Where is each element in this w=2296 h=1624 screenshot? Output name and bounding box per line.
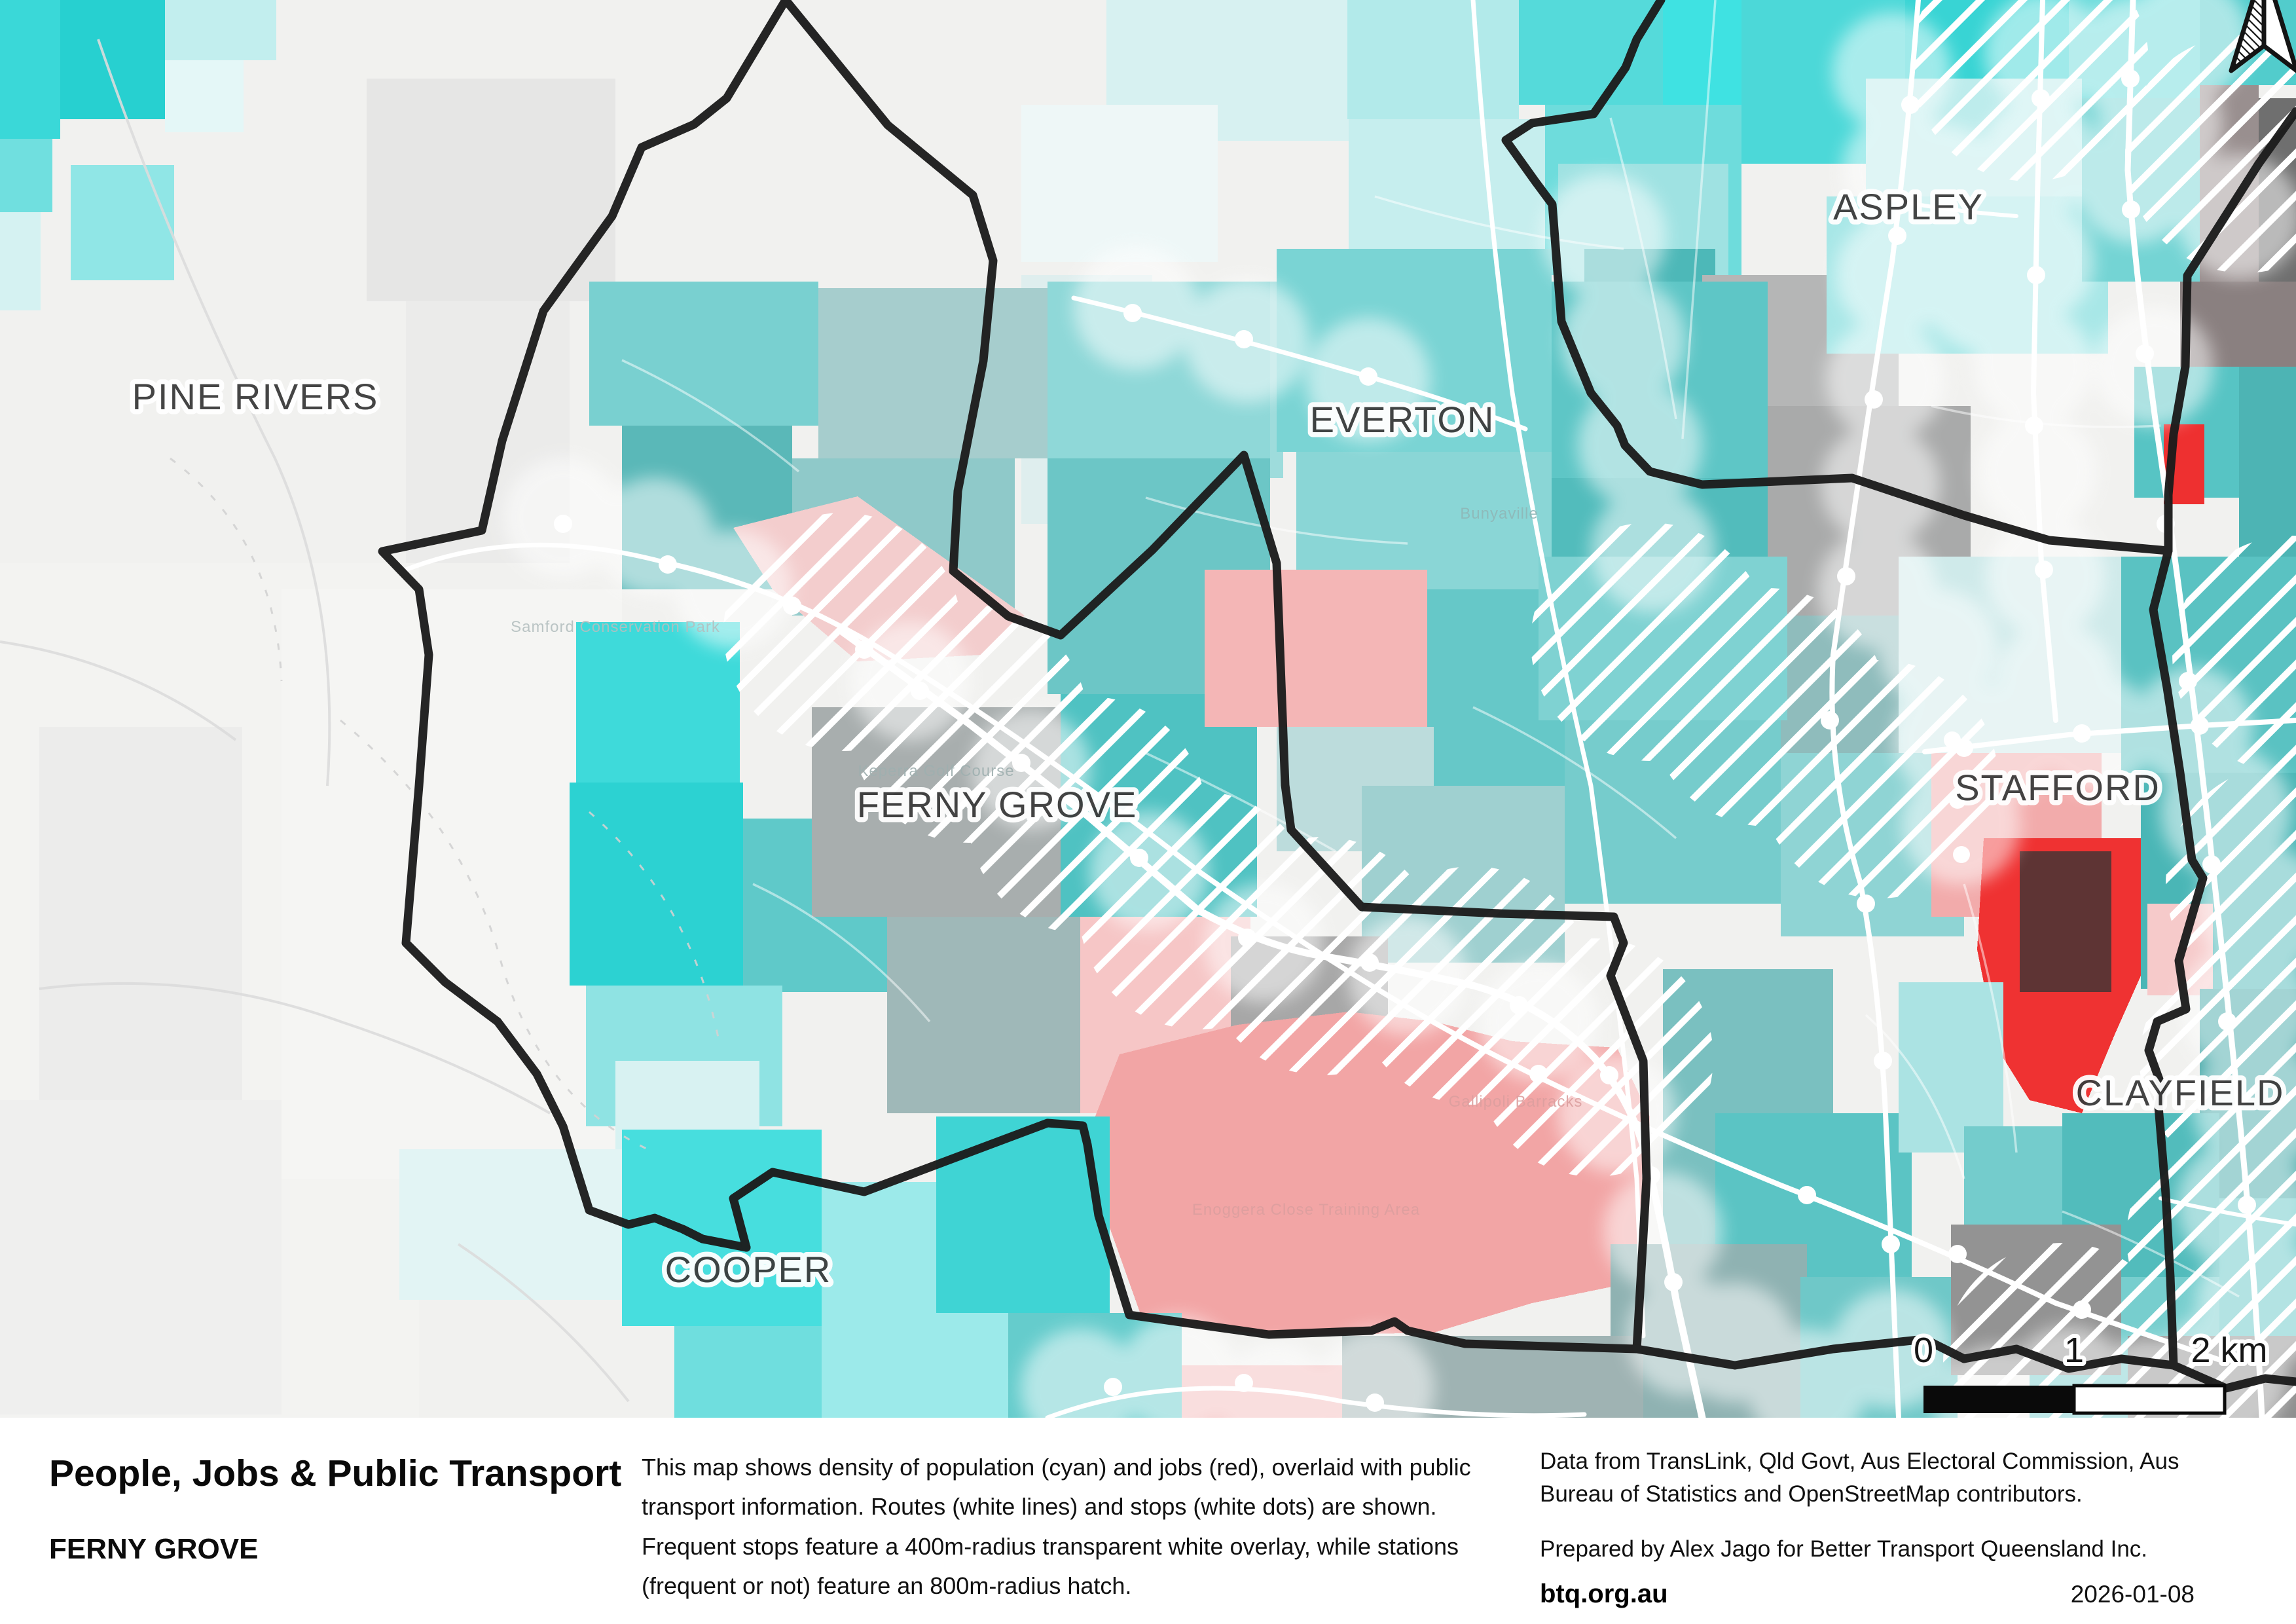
- scale-bar: 0 1 2 km: [1910, 1327, 2272, 1415]
- scale-bar-segment-black: [1923, 1386, 2074, 1413]
- minor-roads-urban: [621, 0, 2240, 1298]
- poster-title: People, Jobs & Public Transport: [49, 1452, 622, 1494]
- trails-west: [170, 457, 721, 1154]
- station-hatch-circles: [723, 0, 2296, 1418]
- stop-dots: [554, 69, 2267, 1412]
- map-description: This map shows density of population (cy…: [642, 1454, 1471, 1600]
- scale-bar-segment-white: [2072, 1384, 2227, 1415]
- district-label-ferny-grove: FERNY GROVE: [857, 784, 1138, 825]
- district-label-pine-rivers: PINE RIVERS: [132, 376, 379, 417]
- north-arrow-icon: [2229, 0, 2296, 73]
- data-attribution: Data from TransLink, Qld Govt, Aus Elect…: [1540, 1449, 2179, 1507]
- district-label-clayfield: CLAYFIELD: [2076, 1072, 2285, 1113]
- minor-label: Gallipoli Barracks: [1449, 1093, 1583, 1111]
- date: 2026-01-08: [2070, 1581, 2195, 1608]
- district-boundaries: [378, 0, 2296, 1393]
- minor-label: Keperra Golf Course: [858, 762, 1014, 780]
- website: btq.org.au: [1540, 1579, 1668, 1609]
- minor-labels: Samford Conservation Park Bunyaville Eno…: [511, 505, 1582, 1219]
- district-label-cooper: COOPER: [665, 1249, 832, 1290]
- minor-label: Samford Conservation Park: [511, 618, 720, 636]
- minor-label: Enoggera Close Training Area: [1192, 1201, 1420, 1219]
- minor-label: Bunyaville: [1460, 505, 1538, 523]
- scale-tick-0: 0: [1914, 1331, 1933, 1370]
- prepared-by: Prepared by Alex Jago for Better Transpo…: [1540, 1536, 2148, 1562]
- district-label-aspley: ASPLEY: [1833, 186, 1984, 227]
- district-label-stafford: STAFFORD: [1955, 767, 2160, 808]
- poster-subtitle: FERNY GROVE: [49, 1533, 259, 1565]
- scale-tick-1: 1: [2064, 1331, 2084, 1370]
- minor-roads-west: [0, 39, 630, 1403]
- district-label-everton: EVERTON: [1310, 399, 1495, 440]
- scale-tick-2: 2 km: [2191, 1331, 2267, 1370]
- footer: People, Jobs & Public Transport FERNY GR…: [0, 1418, 2296, 1624]
- map-canvas: Samford Conservation Park Bunyaville Eno…: [0, 0, 2296, 1418]
